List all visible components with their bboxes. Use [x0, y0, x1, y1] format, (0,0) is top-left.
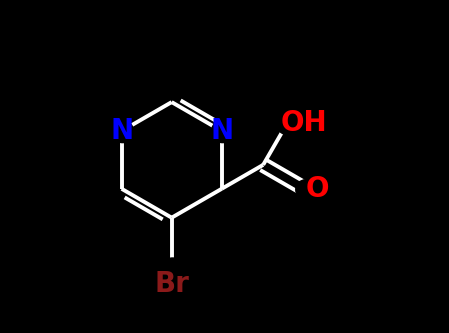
Text: OH: OH	[280, 109, 327, 138]
Text: Br: Br	[154, 270, 189, 298]
Text: N: N	[110, 117, 133, 145]
Text: N: N	[210, 117, 233, 145]
Text: O: O	[306, 175, 330, 203]
